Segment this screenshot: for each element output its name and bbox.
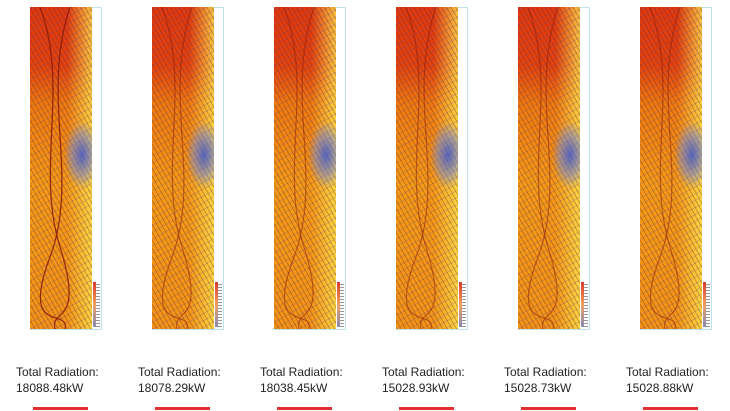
legend-ticks xyxy=(218,284,222,327)
total-radiation-label: Total Radiation: 15028.93kW xyxy=(382,364,482,396)
total-radiation-title: Total Radiation: xyxy=(16,365,99,379)
structure-curve xyxy=(649,7,680,329)
radiation-heatmap-panel xyxy=(640,7,712,330)
legend-ticks xyxy=(96,284,100,327)
structure-curve xyxy=(283,7,315,329)
total-radiation-label: Total Radiation: 18038.45kW xyxy=(260,364,360,396)
structure-curve xyxy=(39,7,70,329)
total-radiation-title: Total Radiation: xyxy=(504,365,587,379)
total-radiation-title: Total Radiation: xyxy=(382,365,465,379)
color-legend xyxy=(581,282,584,327)
radiation-bar xyxy=(33,407,88,410)
structure-curves xyxy=(283,7,315,329)
color-legend xyxy=(459,282,462,327)
structure-curve xyxy=(527,7,558,329)
radiation-heatmap-panel xyxy=(396,7,468,330)
legend-ticks xyxy=(584,284,588,327)
radiation-heatmap-panel xyxy=(152,7,224,330)
structure-curve xyxy=(527,7,559,329)
total-radiation-value: 15028.88kW xyxy=(626,381,694,395)
radiation-bar xyxy=(277,407,332,410)
radiation-bar xyxy=(521,407,576,410)
total-radiation-title: Total Radiation: xyxy=(138,365,221,379)
legend-ticks xyxy=(706,284,710,327)
structure-curve xyxy=(161,7,192,329)
radiation-bar xyxy=(399,407,454,410)
radiation-bar xyxy=(643,407,698,410)
total-radiation-label: Total Radiation: 18078.29kW xyxy=(138,364,238,396)
total-radiation-title: Total Radiation: xyxy=(626,365,709,379)
total-radiation-label: Total Radiation: 18088.48kW xyxy=(16,364,116,396)
total-radiation-value: 15028.73kW xyxy=(504,381,572,395)
color-legend xyxy=(93,282,96,327)
structure-curves xyxy=(39,7,71,329)
total-radiation-value: 18078.29kW xyxy=(138,381,206,395)
structure-curve xyxy=(39,7,71,329)
total-radiation-value: 18038.45kW xyxy=(260,381,328,395)
color-legend xyxy=(337,282,340,327)
legend-ticks xyxy=(340,284,344,327)
structure-curve xyxy=(649,7,681,329)
radiation-bar xyxy=(155,407,210,410)
total-radiation-value: 15028.93kW xyxy=(382,381,450,395)
color-legend xyxy=(703,282,706,327)
total-radiation-title: Total Radiation: xyxy=(260,365,343,379)
structure-curve xyxy=(161,7,193,329)
radiation-heatmap-panel xyxy=(274,7,346,330)
structure-curve xyxy=(283,7,314,329)
structure-curve xyxy=(405,7,436,329)
total-radiation-value: 18088.48kW xyxy=(16,381,84,395)
total-radiation-label: Total Radiation: 15028.73kW xyxy=(504,364,604,396)
structure-curves xyxy=(649,7,681,329)
structure-curve xyxy=(405,7,437,329)
structure-curves xyxy=(405,7,437,329)
radiation-heatmap-panel xyxy=(518,7,590,330)
structure-curves xyxy=(161,7,193,329)
total-radiation-label: Total Radiation: 15028.88kW xyxy=(626,364,726,396)
color-legend xyxy=(215,282,218,327)
structure-curves xyxy=(527,7,559,329)
radiation-heatmap-panel xyxy=(30,7,102,330)
legend-ticks xyxy=(462,284,466,327)
